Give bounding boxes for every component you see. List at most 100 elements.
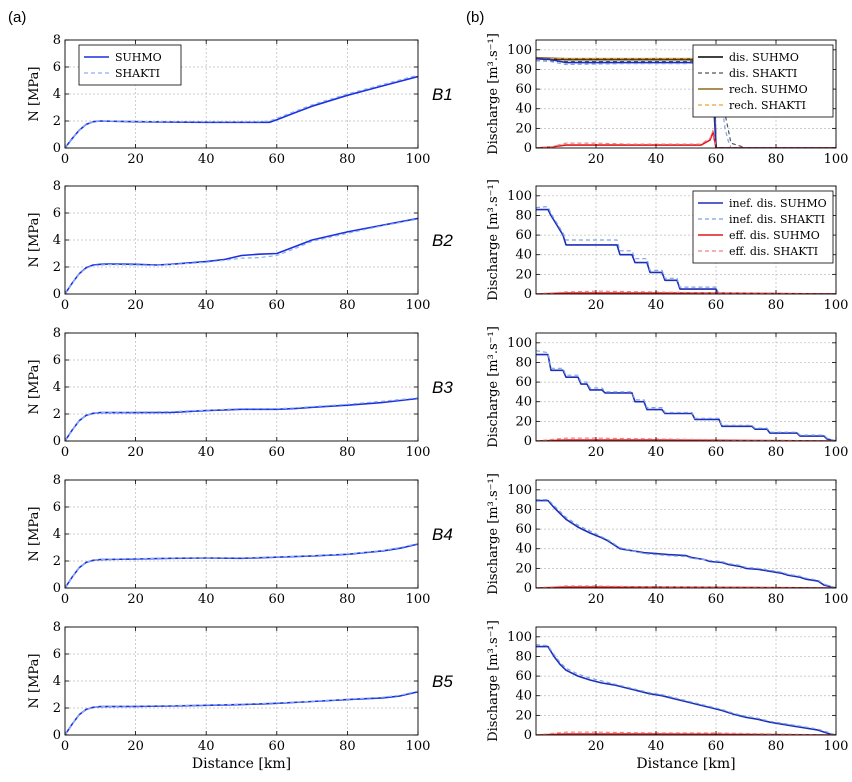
x-axis-label: Distance [km] bbox=[192, 756, 291, 772]
y-tick-label: 4 bbox=[53, 87, 61, 102]
y-axis-label: Discharge [m³.s⁻¹] bbox=[486, 33, 501, 155]
chart-a-b5: 0 20 40 60 80 100 0 2 4 6 8 N [MPa] Distance [km] bbox=[27, 620, 430, 772]
x-tick-label: 0 bbox=[61, 152, 69, 167]
y-tick-label: 100 bbox=[507, 43, 532, 58]
y-tick-label: 0 bbox=[524, 141, 532, 156]
x-tick-label: 0 bbox=[61, 739, 69, 754]
x-tick-label: 100 bbox=[824, 298, 849, 313]
y-axis-label: N [MPa] bbox=[27, 360, 42, 415]
series-line-shakti bbox=[65, 542, 418, 588]
chart-b-b5: 20 40 60 80 100 0 20 40 60 80 100 Discharge [m³.s⁻¹… bbox=[486, 620, 848, 772]
panel-label-a: (a) bbox=[8, 9, 26, 26]
legend-label: dis. SHAKTI bbox=[729, 67, 797, 80]
x-tick-label: 80 bbox=[768, 739, 785, 754]
y-axis-label: Discharge [m³.s⁻¹] bbox=[486, 473, 501, 595]
x-tick-label: 0 bbox=[61, 445, 69, 460]
x-tick-label: 60 bbox=[269, 739, 286, 754]
x-tick-label: 40 bbox=[198, 298, 215, 313]
x-tick-label: 80 bbox=[339, 592, 356, 607]
y-tick-label: 0 bbox=[524, 728, 532, 743]
x-tick-label: 60 bbox=[708, 445, 725, 460]
plot-frame bbox=[535, 185, 837, 295]
legend-label: inef. dis. SUHMO bbox=[729, 197, 827, 210]
x-tick-label: 20 bbox=[588, 298, 605, 313]
x-tick-label: 40 bbox=[648, 739, 665, 754]
x-tick-label: 20 bbox=[127, 298, 144, 313]
x-tick-label: 80 bbox=[339, 298, 356, 313]
x-tick-label: 80 bbox=[339, 445, 356, 460]
y-tick-label: 20 bbox=[515, 267, 532, 282]
y-tick-label: 40 bbox=[515, 689, 532, 704]
y-tick-label: 8 bbox=[53, 473, 61, 488]
chart-b-b3: 20 40 60 80 100 0 20 40 60 80 100 Discharge [m³.s⁻¹… bbox=[486, 326, 848, 460]
x-tick-label: 60 bbox=[269, 298, 286, 313]
legend: SUHMO SHAKTI bbox=[78, 44, 182, 86]
y-tick-label: 4 bbox=[53, 527, 61, 542]
y-tick-label: 6 bbox=[53, 353, 61, 368]
y-tick-label: 20 bbox=[515, 708, 532, 723]
x-tick-label: 80 bbox=[768, 592, 785, 607]
series-line-shakti bbox=[65, 218, 418, 294]
x-tick-label: 100 bbox=[824, 152, 849, 167]
chart-a-b1: 0 20 40 60 80 100 0 2 4 6 8 N [MPa] SUHMO SHAKTI bbox=[27, 33, 430, 167]
x-tick-label: 40 bbox=[198, 592, 215, 607]
series-line-suhmo bbox=[65, 543, 418, 588]
y-tick-label: 4 bbox=[53, 674, 61, 689]
legend-label: eff. dis. SUHMO bbox=[729, 229, 820, 242]
panel-label-b: (b) bbox=[466, 9, 484, 26]
x-tick-label: 40 bbox=[648, 592, 665, 607]
y-tick-label: 0 bbox=[53, 287, 61, 302]
x-tick-label: 60 bbox=[708, 739, 725, 754]
legend-label: inef. dis. SHAKTI bbox=[729, 213, 825, 226]
series-group bbox=[65, 690, 418, 735]
y-tick-label: 100 bbox=[507, 630, 532, 645]
y-axis-label: N [MPa] bbox=[27, 507, 42, 562]
row-label: B1 bbox=[432, 85, 453, 104]
series-line-eff-suhmo bbox=[536, 131, 836, 148]
x-tick-label: 60 bbox=[708, 152, 725, 167]
y-tick-label: 0 bbox=[524, 287, 532, 302]
y-tick-label: 0 bbox=[53, 728, 61, 743]
y-tick-label: 80 bbox=[515, 355, 532, 370]
row-label: B4 bbox=[432, 525, 453, 544]
legend: inef. dis. SUHMO inef. dis. SHAKTI eff. di… bbox=[692, 190, 834, 264]
y-tick-label: 4 bbox=[53, 233, 61, 248]
y-tick-label: 8 bbox=[53, 326, 61, 341]
legend-box bbox=[78, 44, 182, 86]
x-tick-label: 80 bbox=[768, 152, 785, 167]
y-tick-label: 2 bbox=[53, 260, 61, 275]
y-tick-label: 100 bbox=[507, 336, 532, 351]
x-tick-label: 20 bbox=[127, 152, 144, 167]
plot-frame bbox=[535, 332, 837, 442]
x-tick-label: 100 bbox=[406, 592, 431, 607]
series-group bbox=[536, 350, 836, 441]
legend-label: SUHMO bbox=[115, 51, 162, 64]
y-tick-label: 40 bbox=[515, 248, 532, 263]
x-tick-label: 20 bbox=[127, 592, 144, 607]
x-tick-label: 20 bbox=[127, 739, 144, 754]
y-tick-label: 80 bbox=[515, 62, 532, 77]
y-tick-label: 0 bbox=[524, 434, 532, 449]
x-tick-label: 0 bbox=[61, 592, 69, 607]
y-tick-label: 80 bbox=[515, 649, 532, 664]
series-group bbox=[65, 542, 418, 588]
y-tick-label: 0 bbox=[53, 434, 61, 449]
y-tick-label: 0 bbox=[53, 141, 61, 156]
legend-label: eff. dis. SHAKTI bbox=[729, 245, 818, 258]
x-tick-label: 80 bbox=[339, 739, 356, 754]
series-line-inef-dis-suhmo bbox=[536, 208, 836, 294]
series-line-inef-dis-shakti bbox=[536, 499, 836, 588]
y-tick-label: 100 bbox=[507, 483, 532, 498]
series-line-inef-dis-shakti bbox=[536, 644, 836, 735]
y-tick-label: 80 bbox=[515, 502, 532, 517]
x-tick-label: 100 bbox=[824, 739, 849, 754]
x-axis-label: Distance [km] bbox=[636, 756, 735, 772]
y-tick-label: 80 bbox=[515, 208, 532, 223]
series-line-inef-dis-suhmo bbox=[536, 353, 836, 441]
x-tick-label: 60 bbox=[269, 445, 286, 460]
y-tick-label: 20 bbox=[515, 414, 532, 429]
series-line-inef-dis-suhmo bbox=[536, 645, 836, 735]
y-tick-label: 60 bbox=[515, 522, 532, 537]
plot-frame bbox=[535, 626, 837, 736]
x-tick-label: 20 bbox=[588, 152, 605, 167]
